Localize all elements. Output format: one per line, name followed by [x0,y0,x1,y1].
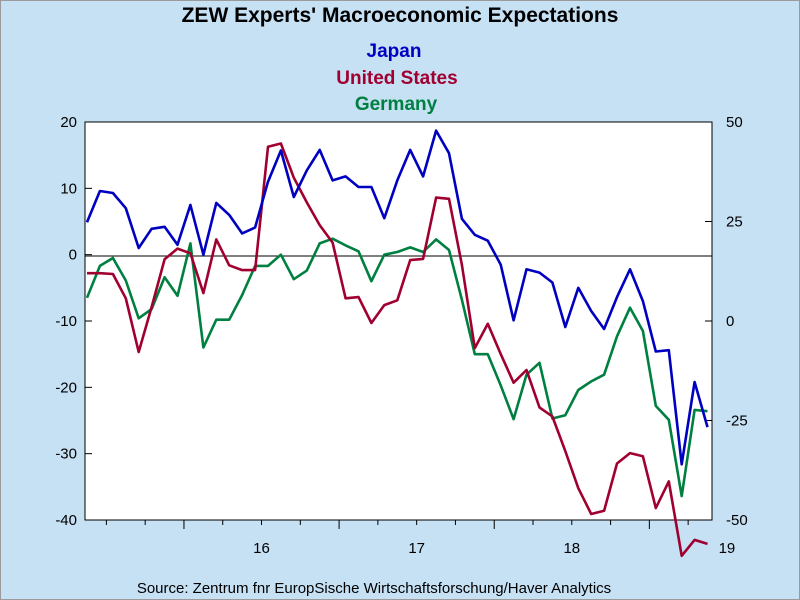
right-tick-label: -25 [726,413,748,430]
x-tick-label: 16 [253,540,270,557]
source-note: Source: Zentrum fnr EuropSische Wirtscha… [137,580,611,597]
right-tick-label: -50 [726,512,748,529]
right-axis: 50 25 0 -25 -50 [705,114,748,529]
series-line-united-states [87,142,708,558]
x-tick-label: 19 [719,540,736,557]
x-tick-label: 18 [563,540,580,557]
series-lines [85,129,709,558]
left-tick-label: 0 [69,247,77,264]
left-tick-label: -30 [55,446,77,463]
series-line-germany [85,237,708,498]
series-line-japan [85,129,709,466]
legend-germany: Germany [355,94,438,115]
left-tick-label: -10 [55,313,77,330]
chart-title: ZEW Experts' Macroeconomic Expectations [182,4,619,27]
left-tick-label: -40 [55,512,77,529]
legend-united-states: United States [336,68,457,89]
x-axis: 16 17 18 19 [105,520,736,557]
x-tick-label: 17 [408,540,425,557]
legend-japan: Japan [367,41,422,62]
left-tick-label: 20 [60,114,77,131]
right-tick-label: 50 [726,114,743,131]
left-tick-label: -20 [55,379,77,396]
left-axis: 20 10 0 -10 -20 -30 -40 [55,114,92,529]
right-tick-label: 25 [726,214,743,231]
left-tick-label: 10 [60,180,77,197]
right-tick-label: 0 [726,313,734,330]
plot-area [84,121,713,521]
